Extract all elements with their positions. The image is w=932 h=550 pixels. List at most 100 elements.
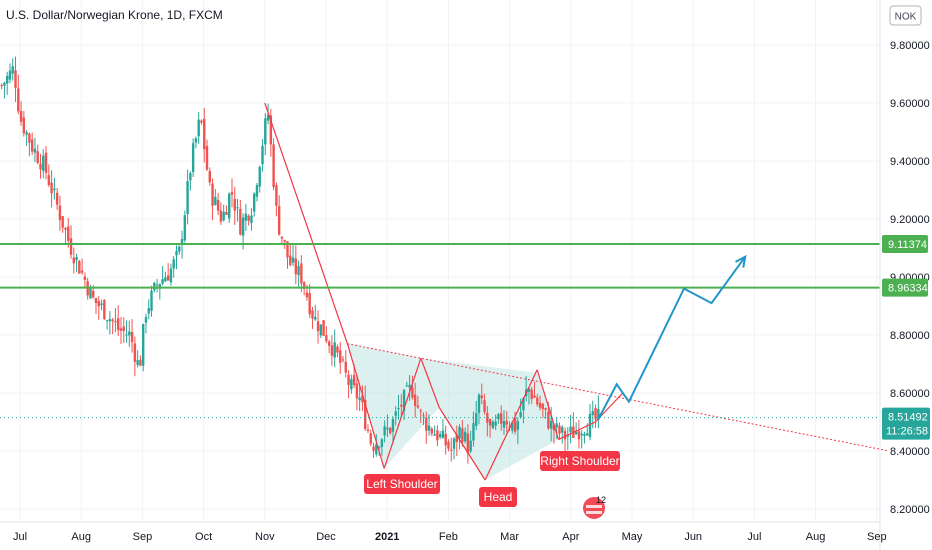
candle-body — [11, 66, 14, 74]
candle-body — [111, 319, 114, 322]
swing-line — [264, 102, 348, 344]
candle-body — [511, 422, 514, 431]
currency-badge[interactable]: NOK — [889, 5, 922, 26]
swing-line — [346, 343, 385, 469]
pattern-labels: Left Shoulder Head Right Shoulder — [364, 451, 620, 507]
candle-body — [47, 175, 51, 185]
candle-body — [380, 439, 384, 448]
candle-body — [319, 324, 323, 336]
candle-body — [175, 250, 178, 256]
candle-body — [411, 387, 414, 398]
candle-body — [183, 215, 187, 241]
candle-body — [197, 119, 200, 137]
countdown-label: 11:26:58 — [886, 426, 928, 438]
projection-arrowhead — [735, 254, 747, 268]
candle-body — [186, 181, 189, 215]
candle-body — [352, 374, 356, 386]
x-tick-label: Aug — [71, 531, 91, 543]
candle-body — [466, 433, 470, 454]
candle-body — [100, 303, 103, 306]
candle-body — [191, 143, 195, 173]
candle-body — [153, 282, 156, 291]
candle-body — [289, 255, 292, 266]
candle-body — [463, 431, 467, 442]
candle-body — [39, 163, 42, 170]
x-tick-label: Aug — [806, 531, 826, 543]
candle-body — [119, 328, 123, 331]
candle-body — [286, 241, 289, 258]
candle-body — [194, 138, 198, 143]
swing-line — [536, 369, 560, 440]
candle-body — [486, 412, 489, 423]
candle-body — [166, 275, 170, 281]
candle-body — [255, 185, 259, 197]
pattern-label: Left Shoulder — [366, 477, 437, 491]
candle-body — [366, 429, 370, 431]
candle-body — [461, 428, 464, 442]
candle-body — [8, 70, 12, 80]
candle-body — [336, 346, 339, 353]
candle-body — [427, 425, 431, 431]
candle-body — [375, 444, 378, 455]
candle-body — [158, 284, 162, 289]
candle-body — [344, 361, 347, 373]
candle-body — [397, 408, 400, 410]
candle-body — [28, 133, 31, 143]
candle-body — [122, 326, 125, 332]
candle-body — [250, 215, 253, 223]
candle-body — [400, 404, 403, 407]
x-tick-label: Oct — [195, 531, 212, 543]
candle-body — [436, 430, 439, 441]
candle-body — [444, 433, 447, 446]
pattern-shaded-region — [347, 343, 559, 480]
candle-body — [147, 307, 150, 314]
candle-body — [280, 236, 284, 239]
candle-body — [5, 75, 9, 84]
candle-body — [383, 426, 386, 436]
swing-line — [484, 369, 538, 481]
candle-body — [78, 261, 81, 274]
candle-body — [136, 360, 139, 365]
candle-body — [239, 208, 242, 235]
candle-body — [275, 185, 278, 206]
candle-body — [302, 282, 306, 289]
candle-body — [75, 256, 78, 261]
candle-body — [211, 183, 214, 206]
candle-body — [50, 182, 53, 194]
candle-body — [130, 331, 134, 343]
candle-body — [413, 394, 417, 406]
candle-body — [594, 408, 597, 420]
x-tick-label: Feb — [439, 531, 458, 543]
chart-title: U.S. Dollar/Norwegian Krone, 1D, FXCM — [6, 8, 223, 22]
candle-body — [549, 420, 553, 429]
last-price-label: 8.51492 — [888, 412, 928, 424]
candle-body — [483, 400, 486, 413]
candle-body — [205, 146, 209, 170]
candle-body — [269, 115, 273, 145]
candle-body — [447, 441, 450, 449]
candle-body — [150, 290, 153, 311]
x-tick-label: Apr — [562, 531, 579, 543]
candle-body — [566, 435, 570, 437]
candle-body — [505, 420, 508, 425]
candle-body — [341, 359, 345, 361]
candle-body — [244, 213, 248, 221]
candle-body — [480, 395, 483, 399]
x-tick-label: 2021 — [375, 531, 399, 543]
candle-body — [333, 342, 336, 358]
candle-body — [314, 317, 317, 320]
pattern-label: Right Shoulder — [540, 454, 619, 468]
candle-body — [580, 433, 583, 436]
candle-body — [311, 310, 314, 319]
candle-body — [236, 207, 239, 209]
candle-body — [574, 431, 578, 435]
candle-body — [391, 419, 395, 432]
candle-body — [14, 70, 17, 88]
candle-body — [141, 324, 145, 366]
candle-body — [386, 427, 389, 430]
candle-body — [17, 88, 20, 112]
candle-body — [30, 139, 34, 152]
candle-body — [283, 240, 286, 242]
candle-body — [25, 132, 28, 135]
earnings-flag-icon[interactable]: 12 — [583, 495, 606, 519]
